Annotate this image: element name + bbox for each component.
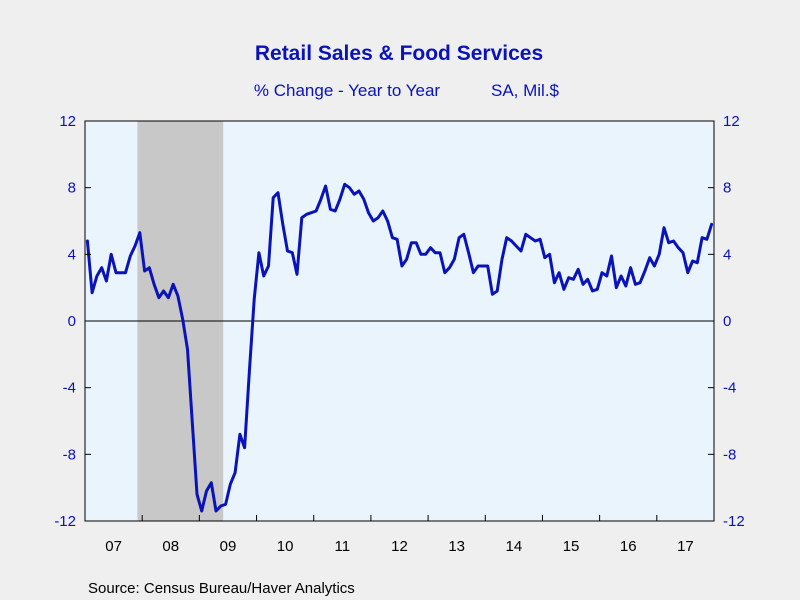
source-note: Source: Census Bureau/Haver Analytics [88, 580, 355, 597]
x-tick-label: 15 [563, 538, 580, 555]
x-tick-label: 10 [277, 538, 294, 555]
y-tick-label-left: 0 [68, 313, 76, 330]
x-tick-label: 09 [220, 538, 237, 555]
y-tick-label-right: -8 [723, 446, 736, 463]
y-tick-label-left: 12 [59, 113, 76, 130]
chart-title: Retail Sales & Food Services [255, 42, 543, 65]
x-tick-label: 12 [391, 538, 408, 555]
y-tick-label-left: -8 [63, 446, 76, 463]
y-tick-label-right: 12 [723, 113, 740, 130]
y-tick-label-right: 4 [723, 246, 731, 263]
y-tick-label-right: 0 [723, 313, 731, 330]
x-tick-label: 07 [105, 538, 122, 555]
chart-units: SA, Mil.$ [491, 81, 560, 100]
axes: 12 12 8 8 4 4 0 0 -4 -4 -8 -8 -12 -12 07 08 09 10 11 12 13 14… [54, 113, 744, 555]
x-tick-label: 08 [162, 538, 179, 555]
y-tick-label-right: -4 [723, 380, 736, 397]
y-tick-label-left: -4 [63, 380, 76, 397]
series-layer [85, 182, 714, 513]
x-tick-label: 13 [448, 538, 465, 555]
y-tick-label-left: 4 [68, 246, 76, 263]
series-line [85, 182, 714, 513]
plot-area [84, 120, 715, 522]
y-tick-label-left: 8 [68, 180, 76, 197]
x-tick-label: 14 [506, 538, 523, 555]
y-tick-label-right: -12 [723, 513, 745, 530]
chart-subtitle: % Change - Year to Year [254, 81, 441, 100]
x-tick-label: 17 [677, 538, 694, 555]
x-tick-label: 11 [335, 538, 351, 555]
y-tick-label-left: -12 [54, 513, 76, 530]
y-tick-label-right: 8 [723, 180, 731, 197]
x-tick-label: 16 [620, 538, 637, 555]
